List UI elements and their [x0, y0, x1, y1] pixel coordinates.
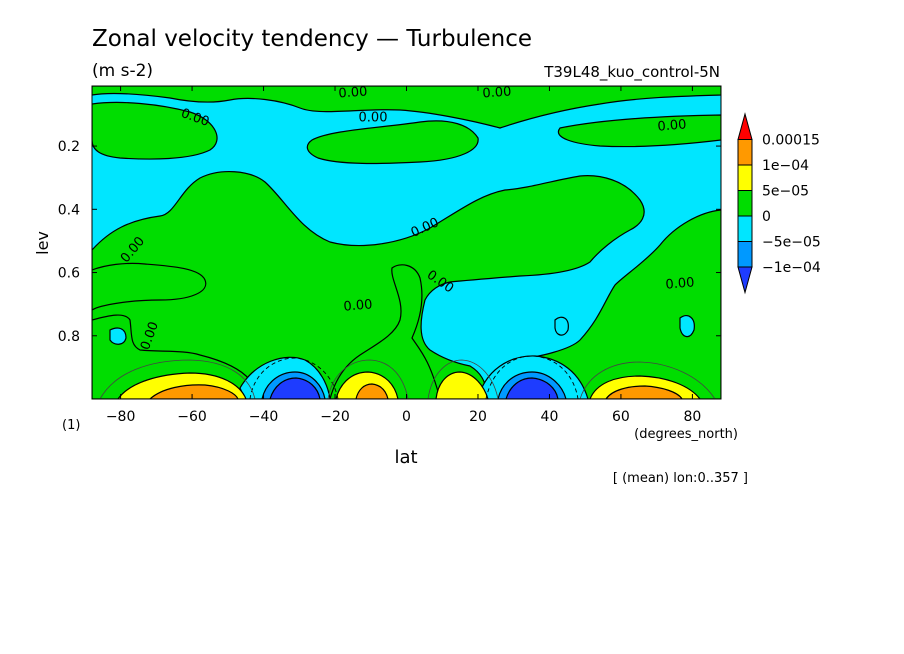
- y-tick-label: 0.6: [58, 266, 80, 282]
- positive-contours: [99, 359, 716, 399]
- colorbar: 0.00015 1e−04 5e−05 0 −5e−05 −1e−04: [737, 112, 821, 295]
- core-north-orange: [605, 385, 683, 399]
- colorbar-bin: [737, 190, 753, 217]
- y-axis-label: lev: [33, 231, 52, 255]
- chart-units: (m s-2): [92, 61, 153, 81]
- field-positive-cores: [117, 371, 701, 399]
- x-tick-label: −20: [320, 409, 350, 425]
- colorbar-label: 1e−04: [762, 158, 809, 174]
- plot-area: 0.00 0.000.00 0.00 0.000.000.000.000.00 0.00…: [58, 85, 722, 425]
- core-north-blue: [505, 377, 559, 399]
- x-tick-label: −60: [177, 409, 207, 425]
- experiment-label: T39L48_kuo_control-5N: [543, 63, 720, 82]
- contour-label-text: 0.00: [665, 275, 695, 292]
- core-south-blue: [269, 377, 321, 399]
- contour-labels: 0.00 0.000.00 0.00 0.000.000.000.000.00 0.00…: [118, 85, 695, 352]
- y-axis-units: (1): [62, 418, 80, 433]
- x-axis-units: (degrees_north): [634, 427, 738, 442]
- x-tick-label: −40: [249, 409, 279, 425]
- y-axis: 0.2 0.4 0.6 0.8: [58, 139, 721, 345]
- negative-contours: [249, 355, 579, 399]
- x-tick-label: 20: [469, 409, 487, 425]
- colorbar-label: 0: [762, 209, 771, 225]
- core-south-orange: [149, 384, 239, 399]
- colorbar-label: 0.00015: [762, 133, 820, 149]
- contour-label-text: 0.00: [359, 111, 388, 126]
- field-positive-low: [92, 86, 721, 399]
- contour-label: 0.00: [359, 111, 388, 126]
- contour-label-text: 0.00: [343, 297, 373, 314]
- contour-label-text: 0.00: [338, 85, 368, 102]
- contour-label: 0.00: [482, 85, 512, 102]
- colorbar-label: 5e−05: [762, 184, 809, 200]
- x-tick-label: 0: [402, 409, 411, 425]
- y-tick-label: 0.2: [58, 139, 80, 155]
- contour-label: 0.00: [657, 117, 687, 134]
- x-axis: −80 −60 −40 −20 0 20 40 60 80: [106, 86, 701, 425]
- contour-label-text: 0.00: [482, 85, 512, 102]
- contour-label: 0.00: [665, 275, 695, 292]
- colorbar-bin: [737, 164, 753, 191]
- y-tick-label: 0.4: [58, 202, 80, 218]
- field-negative-cores: [261, 371, 567, 399]
- x-axis-label: lat: [394, 447, 417, 468]
- contour-label: 0.00: [338, 85, 368, 102]
- colorbar-label: −5e−05: [762, 235, 821, 251]
- y-tick-label: 0.8: [58, 329, 80, 345]
- core-eq-south-orange: [355, 383, 389, 399]
- x-tick-label: 40: [541, 409, 559, 425]
- colorbar-cap-top: [737, 112, 753, 140]
- x-tick-label: 80: [683, 409, 701, 425]
- x-tick-label: 60: [612, 409, 630, 425]
- colorbar-bin: [737, 139, 753, 166]
- contour-label: 0.00: [343, 297, 373, 314]
- colorbar-bin: [737, 215, 753, 242]
- colorbar-bin: [737, 241, 753, 268]
- contour-label-text: 0.00: [657, 117, 687, 134]
- colorbar-label: −1e−04: [762, 260, 821, 276]
- x-tick-label: −80: [106, 409, 136, 425]
- chart-title: Zonal velocity tendency — Turbulence: [92, 26, 532, 52]
- colorbar-cap-bottom: [737, 266, 753, 295]
- core-eq-north-yellow: [435, 371, 489, 399]
- footnote: [ (mean) lon:0..357 ]: [613, 471, 748, 486]
